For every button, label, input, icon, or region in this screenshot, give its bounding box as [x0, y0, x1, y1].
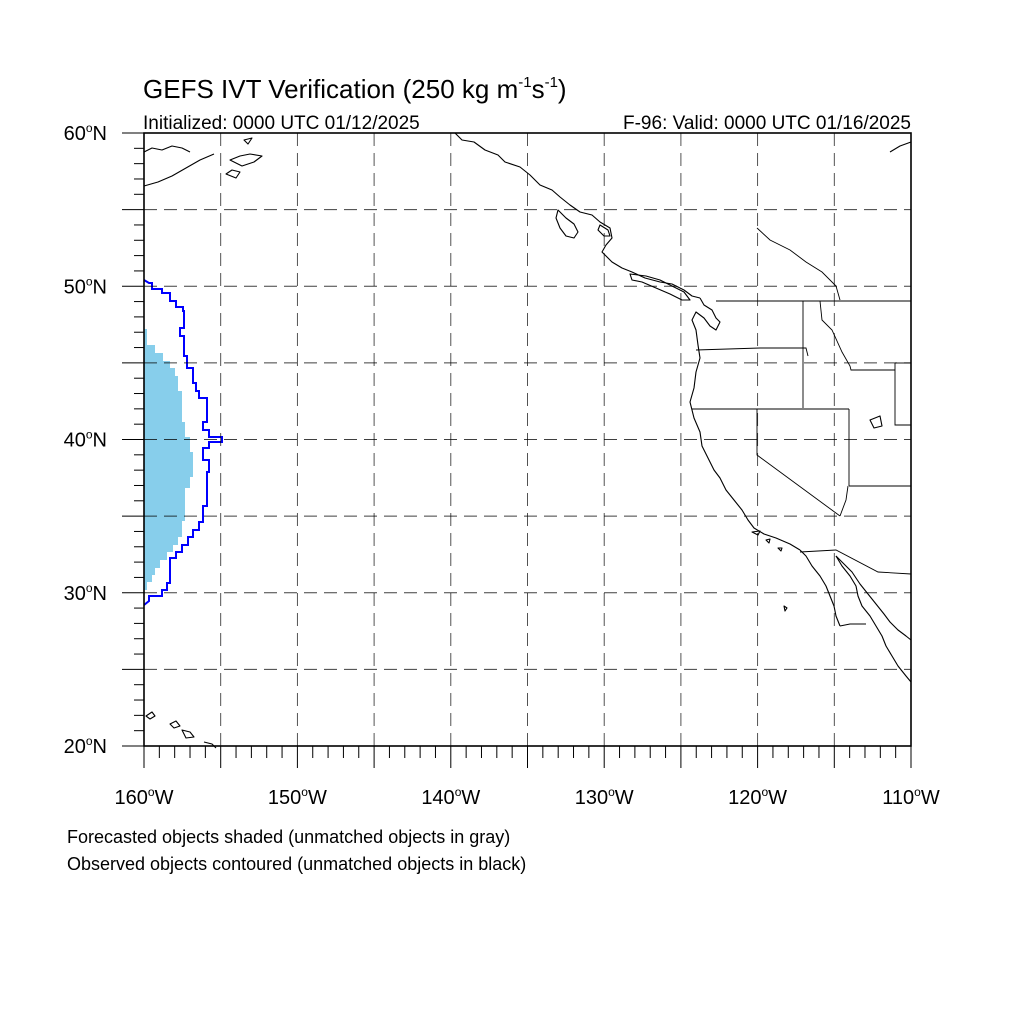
coastline — [799, 549, 841, 627]
coastline — [597, 224, 611, 237]
lat-label: 50oN — [64, 274, 107, 298]
init-time-label: Initialized: 0000 UTC 01/12/2025 — [143, 113, 420, 134]
political-border — [799, 549, 912, 575]
map-geography — [143, 132, 912, 749]
lon-label: 110oW — [882, 785, 940, 809]
political-border — [756, 409, 841, 517]
lon-label: 130oW — [575, 785, 634, 809]
footnote-forecast: Forecasted objects shaded (unmatched obj… — [67, 827, 510, 847]
coastline — [181, 729, 195, 739]
coastline — [783, 605, 788, 612]
coastline — [765, 538, 771, 544]
observed-contour — [143, 279, 223, 606]
coastline — [629, 273, 691, 301]
observed-object — [143, 279, 223, 606]
coastline — [243, 137, 253, 145]
political-border — [839, 623, 866, 627]
lat-label: 40oN — [64, 428, 107, 452]
map-axes: 60oN 50oN 40oN 30oN 20oN 160oW 150oW 140oW 130oW… — [64, 121, 940, 809]
lon-label: 160oW — [115, 785, 174, 809]
coastline — [555, 209, 579, 239]
coastline — [889, 141, 912, 153]
forecast-shaded-area — [144, 329, 193, 590]
valid-time-label: F-96: Valid: 0000 UTC 01/16/2025 — [623, 113, 911, 134]
political-border — [695, 347, 809, 357]
coastline — [229, 153, 263, 167]
coastline — [751, 530, 761, 536]
coastline — [689, 297, 801, 551]
coastline — [145, 711, 156, 720]
map-title: GEFS IVT Verification (250 kg m-1s-1) — [143, 74, 567, 104]
coastline — [143, 145, 191, 153]
lat-label: 60oN — [64, 121, 107, 145]
coastline — [777, 547, 783, 552]
political-border — [756, 227, 841, 301]
lon-label: 140oW — [421, 785, 480, 809]
coastline — [835, 555, 912, 641]
footnote-observed: Observed objects contoured (unmatched ob… — [67, 854, 526, 874]
political-border — [819, 300, 895, 371]
coastline — [835, 555, 912, 683]
political-border — [894, 363, 911, 426]
forecast-object — [144, 329, 193, 590]
lat-label: 30oN — [64, 581, 107, 605]
coastline — [143, 153, 215, 187]
coastline — [169, 720, 181, 729]
lon-label: 120oW — [728, 785, 787, 809]
lon-label: 150oW — [268, 785, 327, 809]
political-border — [839, 485, 849, 517]
lat-label: 20oN — [64, 734, 107, 758]
coastline — [454, 132, 701, 299]
coastline — [225, 169, 241, 179]
coastline — [869, 415, 883, 429]
